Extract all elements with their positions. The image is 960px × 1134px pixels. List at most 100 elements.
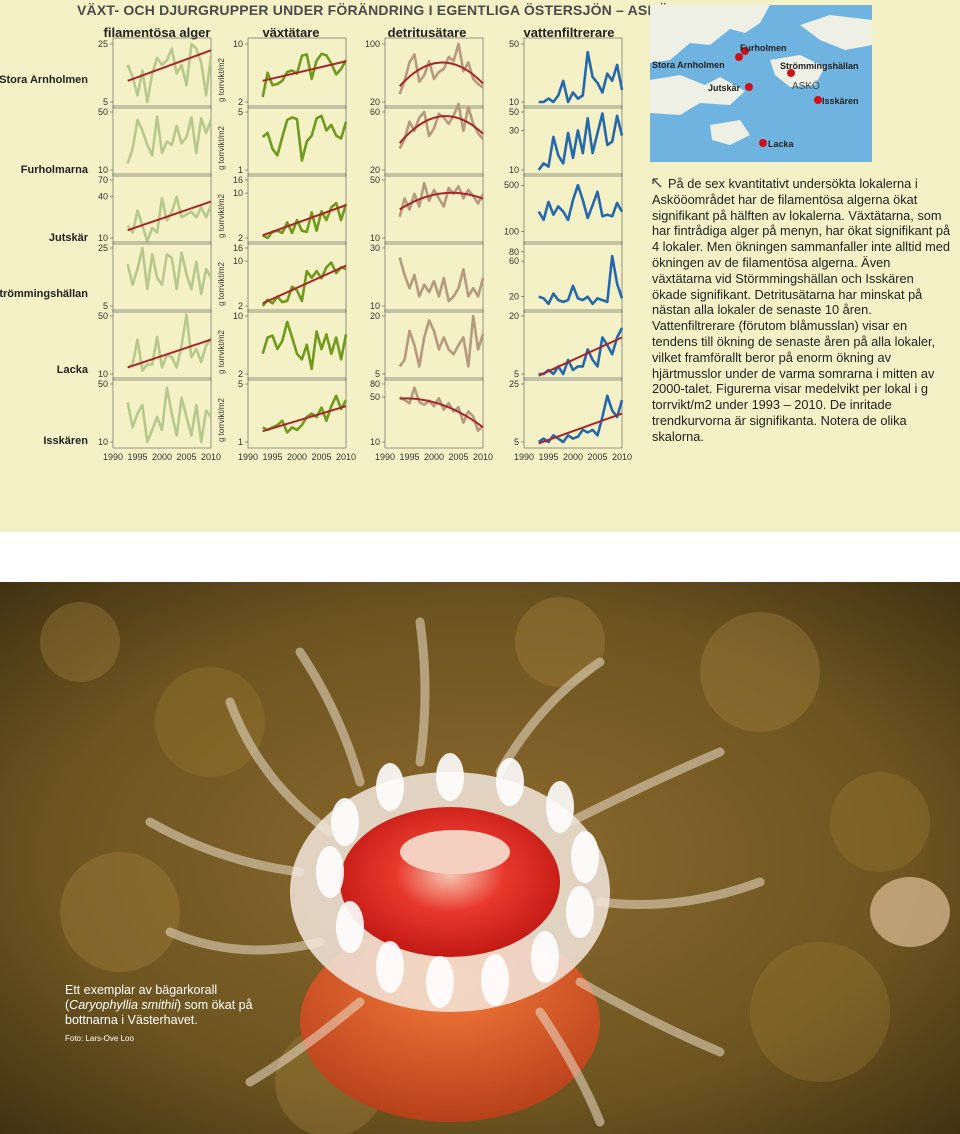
- series-line: [261, 52, 348, 98]
- panel-0: 25 5: [98, 37, 213, 109]
- x-tick-label: 2010: [473, 452, 493, 462]
- y-axis-unit-label: g torrvikt/m2: [217, 193, 226, 238]
- coral-mouth: [400, 830, 510, 874]
- series-line: [126, 195, 213, 243]
- y-tick-label: 5: [103, 97, 108, 107]
- x-tick-label: 2005: [448, 452, 468, 462]
- panel-8: 70 40 10: [98, 173, 213, 245]
- panel-4: 50 10: [98, 105, 213, 177]
- y-tick-label: 10: [98, 165, 108, 175]
- y-tick-label: 80: [370, 379, 380, 389]
- map-label-askoe: ASKÖ: [792, 80, 820, 92]
- row-label-stora-arnholmen: Stora Arnholmen: [0, 74, 88, 86]
- x-tick-label: 2000: [563, 452, 583, 462]
- panel-frame: [523, 37, 623, 109]
- y-tick-label: 2: [238, 369, 243, 379]
- panel-21: 5 1 g torrvikt/m2 1990 1995 2000 2005 2010: [217, 377, 356, 462]
- y-tick-label: 50: [98, 311, 108, 321]
- y-tick-label: 80: [509, 247, 519, 257]
- y-tick-label: 10: [98, 369, 108, 379]
- map-dot-isskaren: [814, 96, 822, 104]
- panel-frame: [112, 37, 212, 109]
- series-line: [127, 313, 213, 372]
- column-header-filter: vattenfiltrerare: [523, 25, 615, 40]
- info-text: På de sex kvantitativt undersökta lokale…: [652, 176, 952, 445]
- map-dot-jutskar: [745, 83, 753, 91]
- y-tick-label: 100: [504, 227, 519, 237]
- panel-7: 50 30 10: [509, 105, 624, 177]
- y-tick-label: 20: [509, 311, 519, 321]
- y-tick-label: 50: [98, 379, 108, 389]
- y-axis-unit-label: g torrvikt/m2: [217, 261, 226, 306]
- series-line: [538, 254, 624, 306]
- series-line: [126, 115, 213, 164]
- photo-caption: Ett exemplar av bägarkorall (Caryophylli…: [65, 983, 253, 1027]
- panel-frame: [384, 37, 484, 109]
- pebble: [870, 877, 950, 947]
- trend-line: [262, 264, 347, 305]
- column-header-grazers: växtätare: [262, 25, 320, 40]
- coral-photo: Ett exemplar av bägarkorall (Caryophylli…: [0, 582, 960, 1134]
- trend-line: [262, 60, 347, 82]
- trend-line: [127, 338, 212, 369]
- series-line: [538, 327, 624, 376]
- y-tick-label: 100: [365, 39, 380, 49]
- series-line: [399, 386, 484, 433]
- series-line: [538, 50, 624, 104]
- series-line: [537, 394, 624, 444]
- y-tick-label: 10: [98, 233, 108, 243]
- y-axis-unit-label: g torrvikt/m2: [217, 329, 226, 374]
- y-tick-label: 30: [509, 125, 519, 135]
- photo-credit: Foto: Lars-Ove Loo: [65, 1034, 134, 1043]
- x-tick-label: 1990: [514, 452, 534, 462]
- trend-line: [127, 49, 212, 82]
- x-tick-label: 2010: [336, 452, 356, 462]
- y-tick-label: 60: [509, 256, 519, 266]
- x-tick-label: 1995: [399, 452, 419, 462]
- panel-frame: [384, 173, 484, 245]
- y-tick-label: 2: [238, 301, 243, 311]
- panel-10: 50 10: [370, 173, 485, 245]
- panel-frame: [247, 309, 347, 381]
- map-label-jutskar: Jutskär: [708, 83, 741, 93]
- map-label-strommingshallan: Strömmingshällan: [780, 61, 859, 71]
- map-label-stora-arnholmen: Stora Arnholmen: [652, 60, 725, 70]
- y-tick-label: 25: [98, 39, 108, 49]
- y-tick-label: 16: [233, 243, 243, 253]
- series-line: [398, 181, 485, 218]
- panel-3: 50 10: [509, 37, 624, 109]
- trend-curve: [398, 61, 484, 87]
- row-label-strommingshallan: Strömmingshällan: [0, 288, 88, 300]
- figure-panel: VÄXT- OCH DJURGRUPPER UNDER FÖRÄNDRING I…: [0, 0, 960, 532]
- y-tick-label: 10: [370, 233, 380, 243]
- y-tick-label: 30: [370, 243, 380, 253]
- panel-frame: [384, 309, 484, 381]
- x-tick-label: 2005: [587, 452, 607, 462]
- y-tick-label: 60: [370, 107, 380, 117]
- panel-frame: [247, 105, 347, 177]
- y-tick-label: 10: [509, 165, 519, 175]
- panel-5: 5 1 g torrvikt/m2: [217, 105, 348, 177]
- panel-frame: [247, 377, 347, 449]
- y-tick-label: 2: [238, 233, 243, 243]
- map-island-askoe: [770, 55, 825, 87]
- series-line: [398, 314, 485, 368]
- panel-frame: [247, 173, 347, 245]
- y-tick-label: 10: [98, 437, 108, 447]
- column-header-filamentous: filamentösa alger: [103, 25, 211, 40]
- y-tick-label: 5: [238, 107, 243, 117]
- x-tick-label: 2005: [311, 452, 331, 462]
- x-tick-label: 1995: [262, 452, 282, 462]
- series-line: [126, 42, 213, 104]
- column-header-detritus: detritusätare: [387, 25, 467, 40]
- askoe-map: Stora Arnholmen Furholmen Strömmingshäll…: [650, 5, 872, 162]
- panel-frame: [523, 105, 623, 177]
- x-tick-label: 1990: [375, 452, 395, 462]
- panel-frame: [384, 241, 484, 313]
- panel-22: 80 50 10 1990 1995 2000 2005 2010: [370, 377, 493, 462]
- y-tick-label: 20: [370, 97, 380, 107]
- y-tick-label: 500: [504, 180, 519, 190]
- panel-13: 16 10 2 g torrvikt/m2: [217, 241, 347, 313]
- y-axis-unit-label: g torrvikt/m2: [217, 397, 226, 442]
- figure-title: VÄXT- OCH DJURGRUPPER UNDER FÖRÄNDRING I…: [77, 2, 669, 18]
